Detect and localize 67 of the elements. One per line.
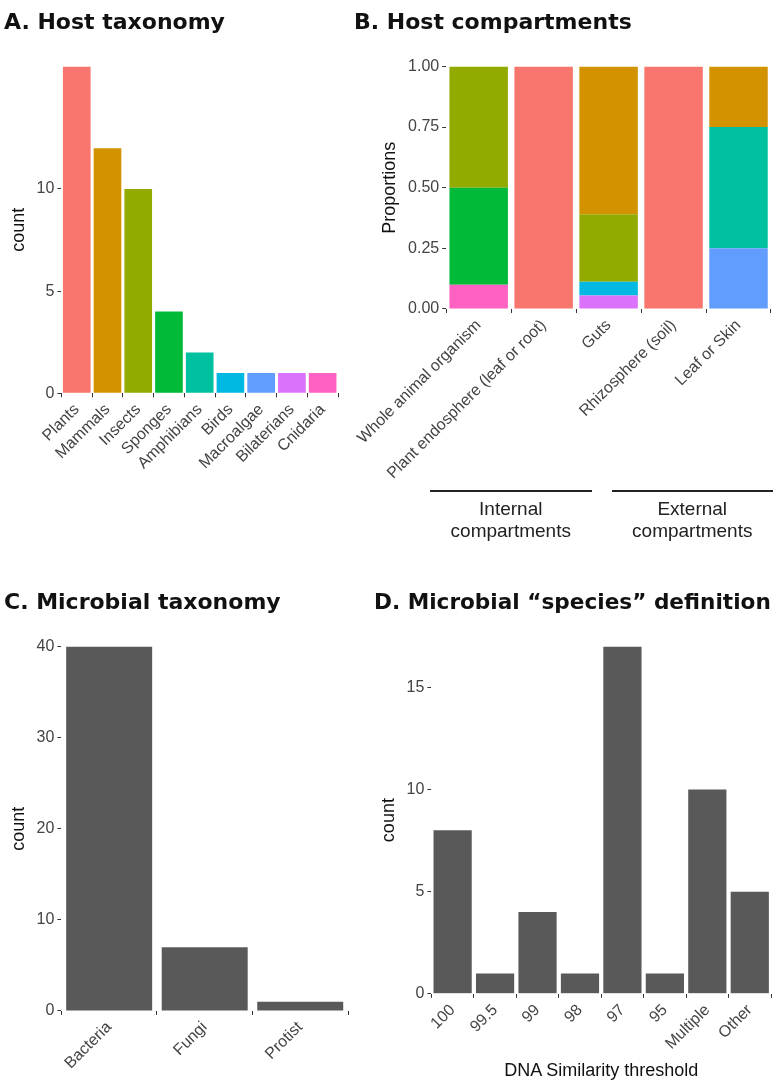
y-tick-label: 30 [36,727,55,745]
bar [644,66,703,309]
x-tick-label: 98 [560,1000,586,1026]
bar [124,188,153,393]
x-tick-label: 95 [645,1000,671,1026]
y-tick-label: 0.00 [408,299,440,317]
y-axis-title: count [7,207,28,252]
bar [475,973,515,994]
bar [449,187,508,285]
y-tick-label: 0.25 [408,238,440,256]
bar [257,1001,344,1011]
bar [449,284,508,309]
y-axis-title: count [377,798,398,843]
bar [449,66,508,188]
text: External compartments [631,498,754,542]
bar [66,646,153,1011]
bar [579,66,638,215]
bar [560,973,600,994]
y-tick-label: 1.00 [408,56,440,74]
bar [161,947,248,1011]
y-tick-label: 0 [415,984,425,1002]
y-tick-label: 15 [406,677,425,695]
x-axis-title: DNA Similarity threshold [504,1060,699,1081]
y-tick-label: 0.75 [408,117,440,135]
y-tick-label: 40 [36,636,55,654]
bar [645,973,684,994]
bar [247,372,275,393]
bar [579,214,638,282]
bar [688,789,727,994]
bar [709,127,768,249]
bar [730,891,769,994]
y-tick-label: 5 [415,882,425,900]
chart-title: D. Microbial “species” definition [374,588,771,614]
y-tick-label: 0 [45,1001,55,1019]
y-tick-label: 10 [36,179,55,197]
y-tick-label: 20 [36,819,55,837]
x-tick-label: 100 [426,1000,458,1032]
bar [93,148,122,393]
chart-title: B. Host compartments [354,8,632,34]
chart-title: C. Microbial taxonomy [4,588,281,614]
bar [216,372,245,393]
y-axis-title: count [7,806,28,851]
bar [709,66,768,128]
bar [62,66,91,393]
bar [709,248,768,309]
bar [185,352,214,393]
bar [278,372,306,393]
x-tick-label: 99.5 [466,1000,501,1035]
y-axis-title: Proportions [379,141,400,234]
chart-title: A. Host taxonomy [4,8,225,34]
bar [308,372,337,393]
x-tick-label: 97 [603,1000,628,1026]
x-tick-label: Guts [577,315,614,352]
bar [514,66,573,309]
bar [518,912,557,994]
bar [579,295,638,309]
bar [603,646,642,994]
y-tick-label: 0 [45,383,55,401]
x-tick-label: 99 [518,1000,543,1026]
bar [579,281,638,296]
bar [155,311,183,393]
y-tick-label: 10 [36,910,55,928]
y-tick-label: 5 [45,281,55,299]
y-tick-label: 0.50 [408,178,440,196]
y-tick-label: 10 [406,779,425,797]
text: Internal compartments [449,498,572,542]
bar [433,830,472,994]
